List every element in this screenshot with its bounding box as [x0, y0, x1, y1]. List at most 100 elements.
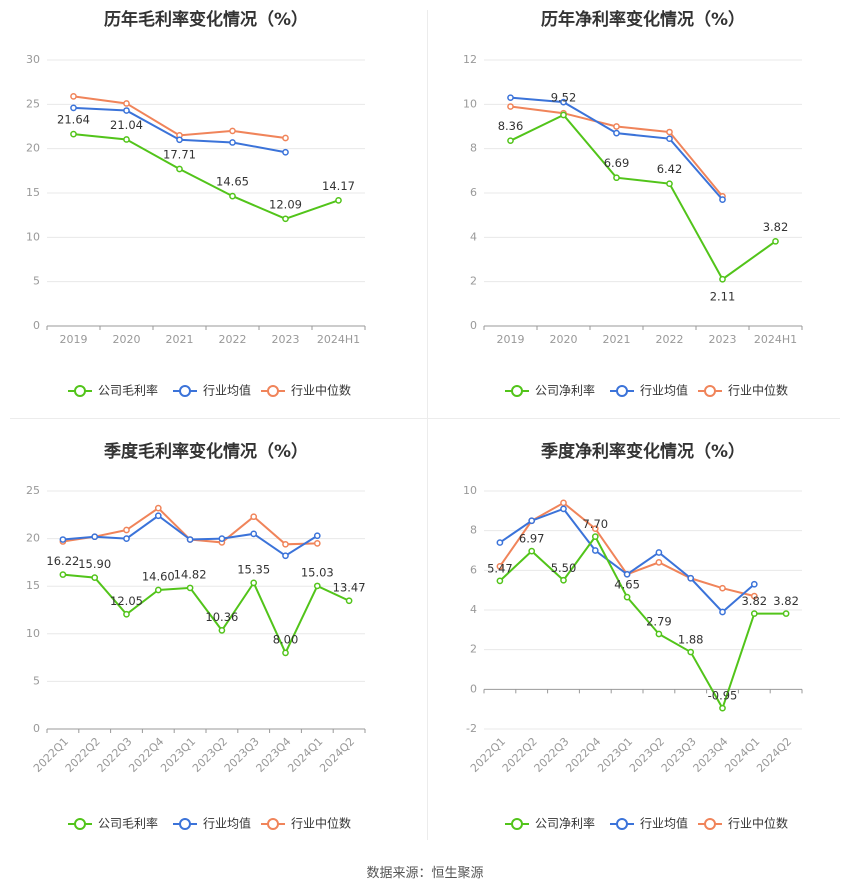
data-point-company — [345, 597, 353, 605]
legend-swatch-marker-median — [267, 818, 279, 830]
y-tick-label: 2 — [470, 275, 477, 288]
data-point-company — [123, 136, 130, 143]
x-tick-label: 2024Q2 — [754, 735, 794, 775]
data-point-avg — [91, 533, 99, 541]
x-tick-label: 2022 — [656, 333, 684, 346]
data-point-avg — [313, 532, 321, 540]
data-label: 8.36 — [498, 119, 524, 133]
y-tick-label: -2 — [466, 722, 477, 735]
data-point-company — [719, 704, 726, 712]
legend-swatch-marker-median — [704, 818, 716, 830]
y-tick-label: 25 — [26, 97, 40, 110]
data-point-avg — [123, 535, 130, 542]
data-point-avg — [123, 107, 130, 114]
data-point-company — [176, 165, 183, 173]
x-tick-label: 2019 — [497, 333, 525, 346]
data-label: 8.00 — [273, 632, 299, 646]
data-point-company — [772, 237, 779, 245]
data-label: 12.05 — [110, 594, 143, 608]
data-point-median — [496, 563, 504, 570]
series-line-company — [73, 133, 339, 220]
data-point-avg — [623, 570, 631, 578]
data-point-avg — [282, 148, 289, 156]
y-tick-label: 5 — [33, 275, 40, 288]
x-tick-label: 2024H1 — [317, 333, 360, 346]
data-point-company — [623, 593, 631, 601]
data-label: 15.35 — [237, 562, 270, 576]
data-point-company — [335, 197, 342, 204]
data-point-avg — [507, 94, 514, 102]
y-tick-label: 0 — [33, 319, 40, 332]
y-tick-label: 8 — [470, 524, 477, 537]
vertical-divider — [427, 10, 428, 840]
series-line-avg — [73, 106, 286, 154]
data-point-median — [666, 128, 673, 136]
data-point-company — [666, 180, 673, 188]
data-point-median — [123, 100, 130, 107]
data-point-median — [313, 540, 321, 547]
data-point-company — [250, 579, 258, 587]
x-tick-label: 2023 — [272, 333, 300, 346]
horizontal-divider — [10, 418, 840, 419]
data-point-avg — [218, 535, 226, 542]
legend-label-company: 公司毛利率 — [98, 816, 158, 831]
legend-label-avg: 行业均值 — [203, 816, 251, 831]
x-tick-label: 2020 — [113, 333, 141, 346]
data-point-company — [186, 584, 194, 592]
x-tick-label: 2024H1 — [754, 333, 797, 346]
y-tick-label: 25 — [26, 484, 40, 497]
y-tick-label: 4 — [470, 603, 477, 616]
data-point-company — [591, 533, 599, 540]
data-point-median — [591, 525, 599, 533]
data-label: 3.82 — [773, 594, 799, 608]
data-point-company — [507, 137, 514, 145]
data-point-avg — [186, 536, 194, 543]
data-label: 6.69 — [604, 156, 630, 170]
data-point-avg — [655, 549, 663, 556]
data-point-avg — [666, 135, 673, 143]
data-label: 4.65 — [614, 578, 640, 592]
data-point-median — [123, 526, 130, 534]
legend-label-median: 行业中位数 — [291, 816, 351, 831]
x-tick-label: 2023 — [709, 333, 737, 346]
series-line-company — [499, 534, 787, 711]
y-tick-label: 6 — [470, 563, 477, 576]
y-tick-label: 6 — [470, 186, 477, 199]
y-tick-label: 5 — [33, 674, 40, 687]
data-label: -0.95 — [708, 689, 738, 703]
chart-title: 历年毛利率变化情况（%） — [104, 9, 308, 30]
legend-swatch-marker-median — [704, 385, 716, 397]
data-label: 14.82 — [174, 567, 207, 581]
legend-swatch-marker-company — [511, 818, 523, 830]
y-tick-label: 15 — [26, 579, 40, 592]
data-point-avg — [496, 539, 504, 546]
data-point-avg — [528, 517, 536, 525]
data-label: 5.50 — [551, 561, 577, 575]
data-label: 2.79 — [646, 614, 672, 628]
y-tick-label: 10 — [463, 97, 477, 110]
data-point-avg — [591, 547, 599, 554]
y-tick-label: 12 — [463, 53, 477, 66]
data-label: 16.22 — [46, 554, 79, 568]
data-point-median — [750, 592, 758, 600]
x-tick-label: 2021 — [603, 333, 631, 346]
data-label: 6.97 — [519, 532, 545, 546]
data-label: 14.60 — [142, 570, 175, 584]
legend-swatch-marker-avg — [616, 818, 628, 830]
data-point-median — [613, 123, 620, 130]
data-label: 7.70 — [582, 517, 608, 531]
y-tick-label: 10 — [26, 230, 40, 243]
data-label: 3.82 — [763, 220, 789, 234]
y-tick-label: 20 — [26, 142, 40, 155]
data-point-company — [560, 576, 567, 584]
data-point-company — [154, 586, 162, 594]
data-point-company — [687, 648, 695, 656]
legend-label-company: 公司净利率 — [535, 383, 595, 398]
data-point-median — [282, 540, 289, 548]
data-label: 9.52 — [551, 90, 577, 104]
y-tick-label: 20 — [26, 532, 40, 545]
data-point-company — [528, 547, 536, 555]
y-tick-label: 30 — [26, 53, 40, 66]
x-tick-label: 2020 — [550, 333, 578, 346]
